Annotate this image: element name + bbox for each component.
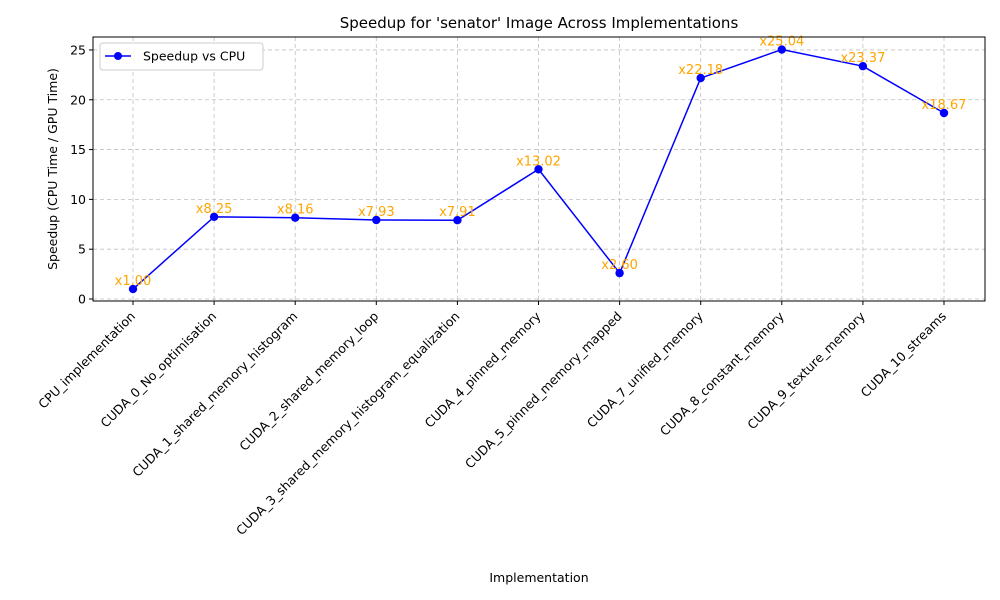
legend-box bbox=[99, 42, 264, 71]
data-label: x7.91 bbox=[439, 205, 476, 220]
data-label: x13.02 bbox=[516, 154, 561, 169]
legend: Speedup vs CPU bbox=[99, 42, 264, 71]
series-layer bbox=[128, 45, 949, 294]
data-label: x8.25 bbox=[196, 202, 233, 217]
x-tick-label: CUDA_10_streams bbox=[858, 309, 950, 401]
y-axis-label: Speedup (CPU Time / GPU Time) bbox=[45, 68, 60, 270]
data-point bbox=[372, 215, 381, 225]
data-point bbox=[128, 284, 138, 294]
data-point bbox=[291, 213, 300, 222]
y-tick-label: 15 bbox=[70, 142, 86, 157]
data-label: x25.04 bbox=[759, 35, 804, 50]
data-point bbox=[615, 268, 624, 278]
data-labels: x1.00 x8.25 x8.16 x7.93 x7.91 x13.02 x2.60 x22.… bbox=[115, 35, 967, 289]
x-tick-label: CUDA_2_shared_memory_loop bbox=[236, 308, 381, 453]
data-label: x23.37 bbox=[840, 51, 885, 66]
x-tick-label: CUDA_1_shared_memory_histogram bbox=[129, 309, 300, 480]
data-label: x1.00 bbox=[115, 274, 152, 289]
x-axis-label: Implementation bbox=[489, 570, 588, 585]
y-tick-label: 20 bbox=[70, 92, 86, 107]
data-label: x8.16 bbox=[277, 203, 314, 218]
x-tick-label: CUDA_5_pinned_memory_mapped bbox=[462, 309, 625, 472]
chart-title: Speedup for 'senator' Image Across Imple… bbox=[340, 14, 739, 32]
data-point bbox=[696, 73, 705, 83]
y-tick-label: 0 bbox=[78, 292, 86, 307]
plot-frame bbox=[92, 36, 986, 302]
y-tick-label: 5 bbox=[78, 242, 86, 257]
y-tick-label: 10 bbox=[70, 192, 86, 207]
data-label: x7.93 bbox=[358, 205, 395, 220]
data-point bbox=[858, 61, 868, 71]
axis-ticks: 0510152025CPU_implementationCUDA_0_No_op… bbox=[35, 42, 949, 538]
grid bbox=[93, 37, 985, 301]
legend-label: Speedup vs CPU bbox=[143, 49, 245, 64]
data-point bbox=[209, 212, 219, 222]
data-label: x2.60 bbox=[601, 258, 638, 273]
y-tick-label: 25 bbox=[70, 42, 86, 57]
data-point bbox=[777, 45, 786, 54]
legend-marker-swatch bbox=[114, 52, 122, 60]
data-label: x22.18 bbox=[678, 63, 723, 78]
data-label: x18.67 bbox=[922, 98, 967, 113]
data-point bbox=[534, 165, 543, 174]
data-point bbox=[939, 108, 949, 118]
data-point bbox=[453, 216, 462, 225]
